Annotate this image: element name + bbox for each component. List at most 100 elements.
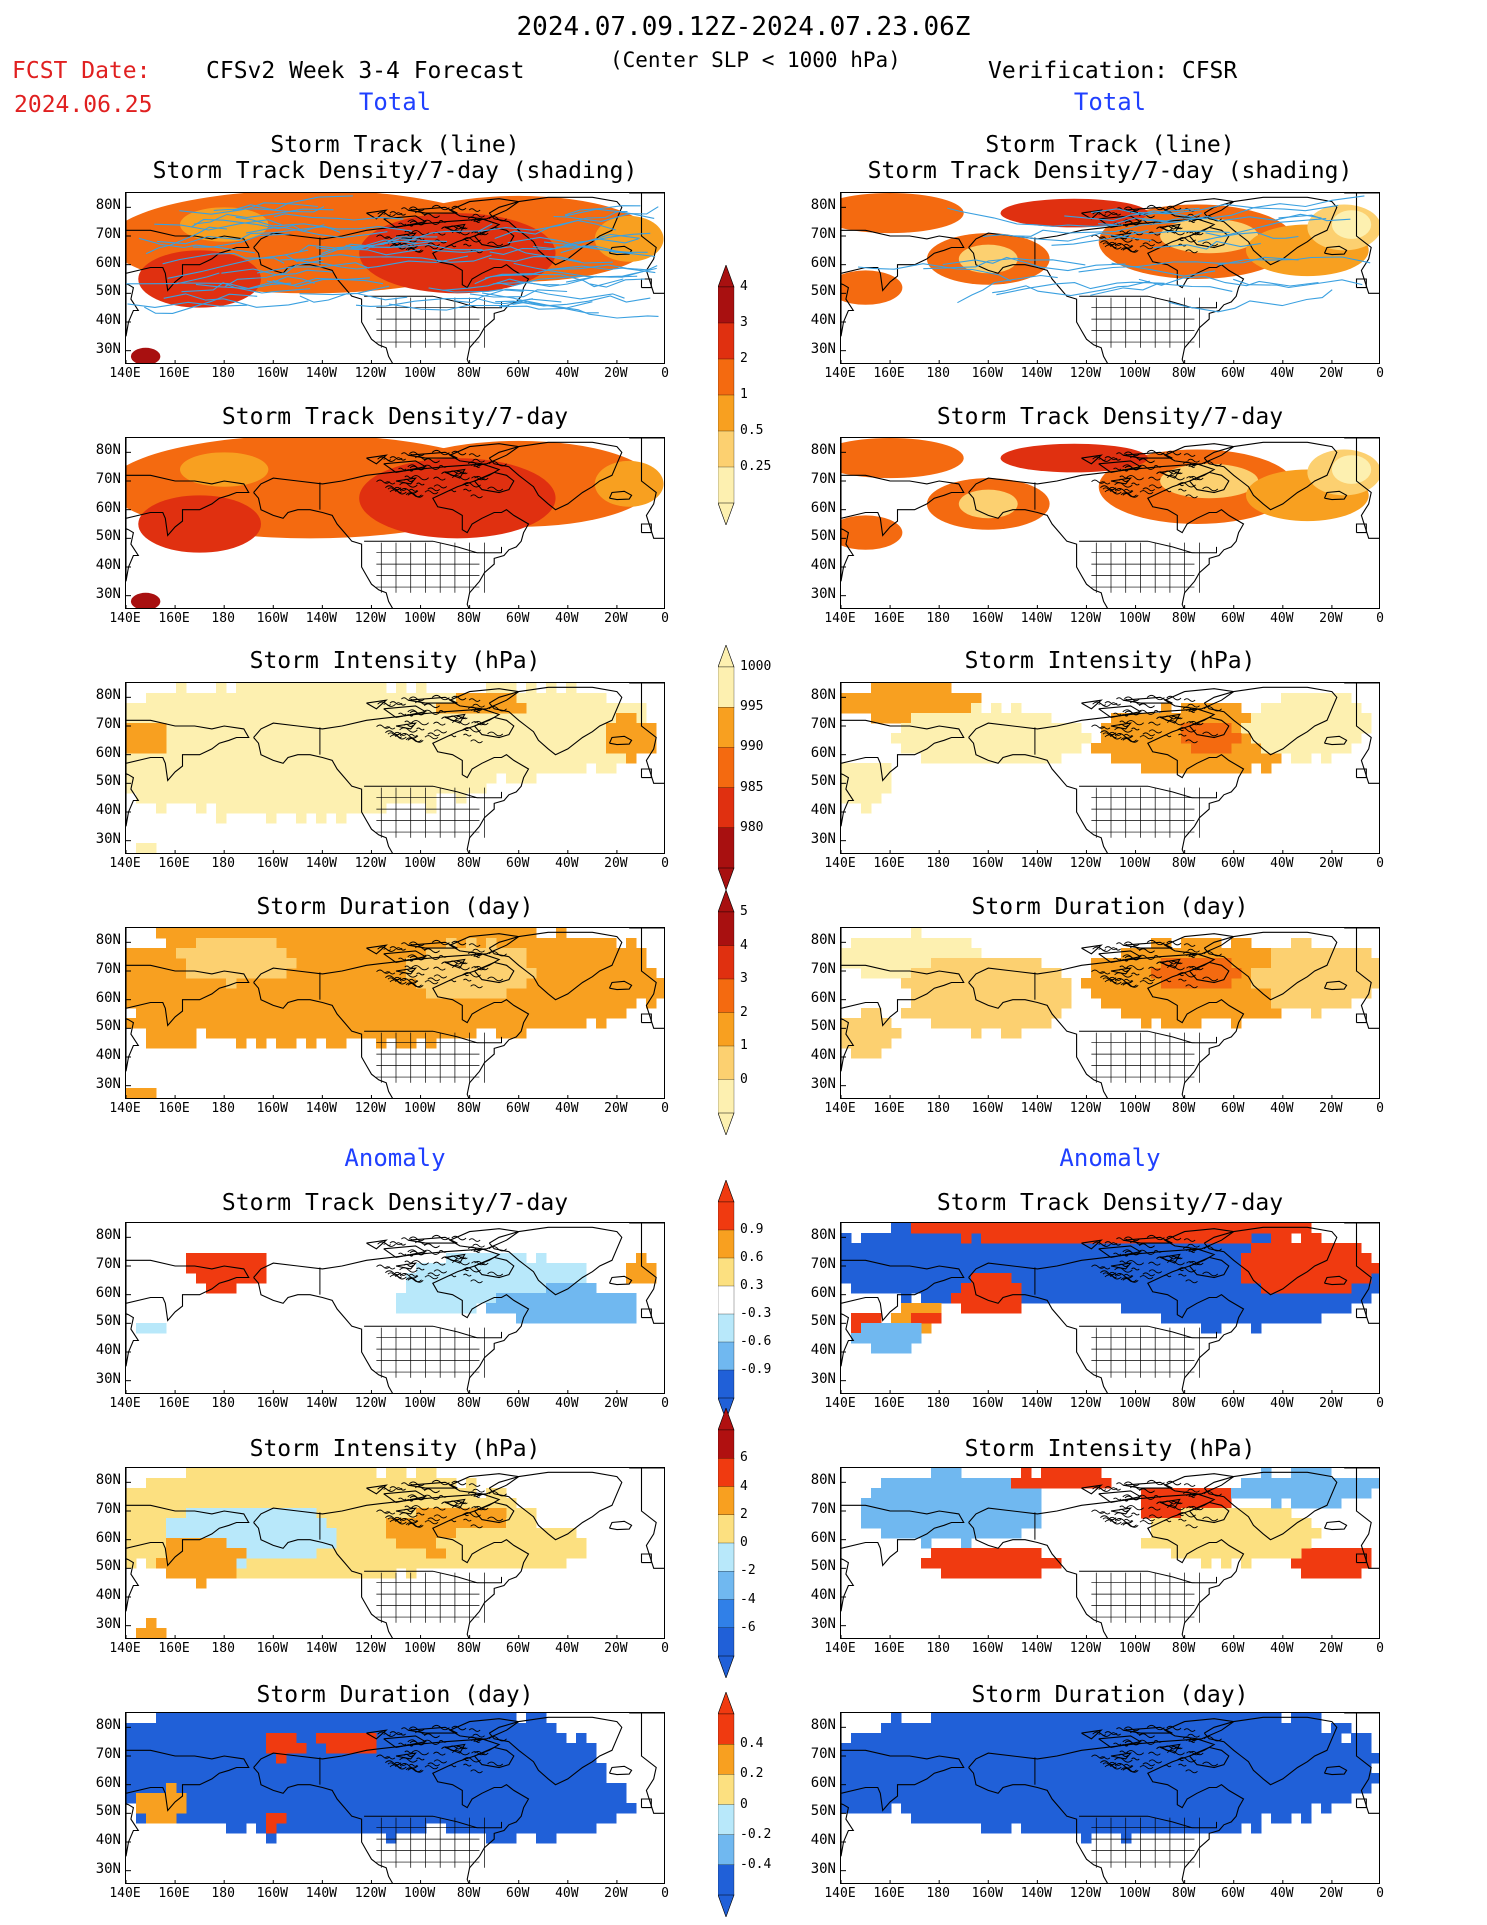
shade-cell: [496, 968, 507, 979]
shade-cell: [246, 1273, 257, 1284]
shade-cell: [336, 1028, 347, 1039]
shade-cell: [1191, 938, 1202, 949]
shade-cell: [496, 733, 507, 744]
shade-cell: [1171, 723, 1182, 734]
shade-cell: [1251, 978, 1262, 989]
shade-cell: [951, 1008, 962, 1019]
storm-track-line: [351, 236, 438, 249]
shade-cell: [336, 1723, 347, 1734]
shade-cell: [276, 783, 287, 794]
shade-cell: [276, 1743, 287, 1754]
shade-cell: [236, 703, 247, 714]
shade-cell: [1291, 713, 1302, 724]
shade-cell: [606, 1793, 617, 1804]
shade-cell: [346, 1823, 357, 1834]
shade-cell: [216, 713, 227, 724]
shade-cell: [366, 1803, 377, 1814]
shade-cell: [256, 783, 267, 794]
shade-cell: [1151, 998, 1162, 1009]
title-r6: Storm Intensity (hPa): [964, 1436, 1256, 1462]
shade-cell: [196, 693, 207, 704]
shade-cell: [556, 733, 567, 744]
island-outline: [1164, 715, 1177, 720]
shade-cell: [1191, 998, 1202, 1009]
shade-cell: [526, 1018, 537, 1029]
shade-cell: [416, 1528, 427, 1539]
shade-cell: [1281, 998, 1292, 1009]
shade-cell: [146, 1008, 157, 1019]
shade-cell: [596, 958, 607, 969]
shade-cell: [1011, 733, 1022, 744]
shade-cell: [1161, 703, 1172, 714]
shade-cell: [1331, 733, 1342, 744]
island-outline: [1202, 241, 1219, 247]
island-outline: [1142, 732, 1155, 737]
island-outline: [1153, 710, 1162, 713]
shade-cell: [466, 988, 477, 999]
shade-cell: [236, 1478, 247, 1489]
shade-cell: [436, 988, 447, 999]
shade-cell: [1161, 753, 1172, 764]
title-r2: Storm Track Density/7-day: [936, 404, 1284, 430]
shade-cell: [536, 1283, 547, 1294]
island-outline: [1120, 247, 1137, 253]
shade-cell: [326, 1753, 337, 1764]
shade-cell: [366, 1018, 377, 1029]
island-outline: [1126, 720, 1144, 726]
shade-cell: [486, 1733, 497, 1744]
storm-track-line: [482, 292, 599, 314]
shade-region: [841, 515, 903, 550]
shade-cell: [396, 1793, 407, 1804]
shade-cell: [336, 1763, 347, 1774]
coastline: [1081, 454, 1103, 465]
island-outline: [1108, 486, 1122, 491]
title-l1-shading: Storm Track Density/7-day (shading): [152, 158, 638, 184]
shade-cell: [346, 1508, 357, 1519]
shade-cell: [366, 1783, 377, 1794]
shade-cell: [326, 723, 337, 734]
shade-cell: [1281, 958, 1292, 969]
island-outline: [474, 1260, 489, 1266]
shade-cell: [276, 998, 287, 1009]
island-outline: [1110, 702, 1122, 706]
map-canvas: [126, 193, 664, 363]
shade-cell: [556, 703, 567, 714]
shade-cell: [1161, 998, 1172, 1009]
shade-cell: [1021, 753, 1032, 764]
shade-cell: [256, 1028, 267, 1039]
coastline: [1323, 245, 1348, 256]
island-outline: [411, 1505, 429, 1511]
storm-track-line: [190, 218, 325, 232]
shade-cell: [206, 1803, 217, 1814]
shade-cell: [1261, 713, 1272, 724]
shade-cell: [1251, 1008, 1262, 1019]
coastline: [640, 1798, 652, 1809]
island-outline: [468, 1483, 481, 1487]
shade-cell: [486, 1018, 497, 1029]
shade-cell: [376, 703, 387, 714]
shade-cell: [606, 753, 617, 764]
shade-cell: [556, 1273, 567, 1284]
island-outline: [1146, 449, 1165, 456]
island-outline: [404, 1260, 414, 1264]
shade-cell: [286, 1813, 297, 1824]
shade-cell: [486, 968, 497, 979]
island-outline: [431, 204, 450, 211]
shade-cell: [526, 1793, 537, 1804]
title-l3: Storm Intensity (hPa): [249, 648, 541, 674]
shade-cell: [216, 1743, 227, 1754]
shade-cell: [576, 968, 587, 979]
shade-cell: [911, 713, 922, 724]
shade-region: [958, 489, 1018, 519]
shade-cell: [166, 1713, 177, 1724]
shade-cell: [951, 743, 962, 754]
shade-cell: [1101, 998, 1112, 1009]
shade-cell: [426, 1283, 437, 1294]
shade-cell: [426, 713, 437, 724]
shade-cell: [126, 1548, 137, 1559]
shade-cell: [1051, 743, 1062, 754]
shade-cell: [486, 743, 497, 754]
shade-cell: [881, 763, 892, 774]
shade-cell: [476, 1508, 487, 1519]
shade-cell: [951, 733, 962, 744]
